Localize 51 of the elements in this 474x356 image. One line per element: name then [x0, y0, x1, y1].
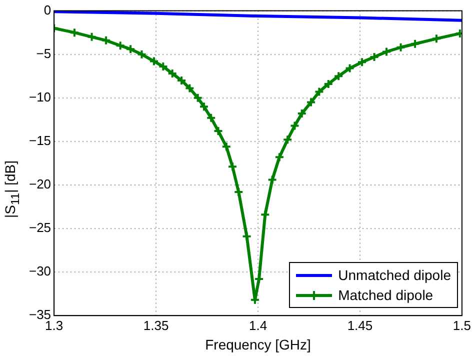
y-tick-label: −35 — [28, 307, 52, 322]
point — [431, 34, 442, 44]
y-tick-label: 0 — [44, 2, 52, 18]
y-tick-label: −5 — [36, 46, 52, 61]
point — [136, 49, 147, 60]
point — [334, 71, 344, 82]
point — [69, 28, 80, 38]
point — [410, 38, 420, 49]
point — [126, 44, 136, 54]
point — [267, 174, 278, 185]
x-tick-label: 1.35 — [143, 318, 169, 333]
point — [206, 112, 216, 123]
point — [290, 120, 300, 131]
point — [228, 162, 238, 172]
point — [282, 134, 293, 145]
point — [234, 186, 244, 197]
point — [260, 210, 270, 220]
point — [314, 86, 324, 97]
point — [101, 35, 112, 46]
x-tick-label: 1.4 — [248, 318, 268, 333]
point — [344, 63, 355, 74]
point — [274, 152, 284, 162]
point — [192, 92, 203, 103]
point — [296, 108, 307, 119]
point — [176, 75, 187, 86]
point — [198, 102, 209, 112]
legend-label: Matched dipole — [338, 286, 434, 305]
point — [242, 231, 252, 242]
point — [115, 40, 126, 51]
point — [221, 142, 232, 152]
x-tick-label: 1.5 — [452, 318, 472, 333]
point — [158, 62, 168, 72]
y-tick-label: −20 — [28, 176, 52, 192]
legend-label: Unmatched dipole — [338, 266, 451, 285]
point — [382, 46, 392, 57]
x-axis-title: Frequency [GHz] — [205, 336, 311, 352]
point — [148, 56, 159, 66]
point — [306, 97, 316, 108]
point — [167, 68, 178, 78]
x-tick-label: 1.45 — [347, 318, 373, 333]
point — [86, 32, 97, 42]
point — [357, 57, 368, 68]
y-tick-label: −25 — [28, 220, 52, 236]
point — [184, 83, 195, 94]
point — [323, 78, 334, 89]
y-tick-label: −30 — [28, 264, 52, 279]
point — [396, 42, 406, 52]
y-tick-label: −10 — [28, 89, 52, 104]
y-tick-label: −15 — [28, 133, 52, 148]
point — [213, 126, 224, 136]
point — [369, 52, 380, 62]
